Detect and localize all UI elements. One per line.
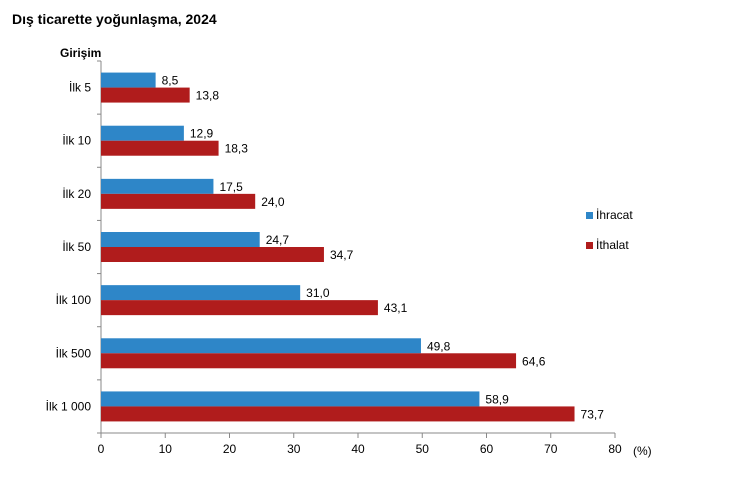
- legend-swatch: [586, 242, 593, 249]
- data-label: 34,7: [330, 248, 354, 262]
- data-label: 12,9: [190, 127, 214, 141]
- bar-ihracat: [101, 232, 260, 247]
- x-axis-unit: (%): [633, 444, 652, 458]
- y-category-label: İlk 500: [56, 346, 92, 360]
- bar-ithalat: [101, 140, 219, 156]
- x-tick-label: 30: [287, 442, 301, 456]
- data-label: 17,5: [219, 180, 243, 194]
- y-category-label: İlk 50: [62, 240, 91, 254]
- bar-ithalat: [101, 87, 190, 103]
- y-category-label: İlk 10: [62, 134, 91, 148]
- chart-title: Dış ticarette yoğunlaşma, 2024: [12, 11, 217, 27]
- bar-ihracat: [101, 125, 184, 141]
- bar-ihracat: [101, 178, 214, 194]
- data-label: 31,0: [306, 286, 330, 300]
- chart-bars: 8,5 13,8 12,9 18,3 17,5 24,0 24,7 34,7 31,0 43,1 4…: [101, 72, 605, 422]
- bar-ihracat: [101, 338, 421, 354]
- legend-label: İthalat: [596, 238, 629, 252]
- x-tick-label: 10: [159, 442, 173, 456]
- bar-ihracat: [101, 72, 156, 88]
- x-tick-label: 20: [223, 442, 237, 456]
- x-tick-label: 40: [351, 442, 365, 456]
- data-label: 73,7: [581, 407, 605, 421]
- data-label: 13,8: [196, 89, 220, 103]
- x-tick-label: 70: [544, 442, 558, 456]
- bar-ithalat: [101, 193, 256, 209]
- legend-swatch: [586, 212, 593, 219]
- data-label: 49,8: [427, 339, 451, 353]
- data-label: 24,7: [266, 233, 290, 247]
- legend-label: İhracat: [596, 208, 633, 222]
- data-label: 64,6: [522, 354, 546, 368]
- x-tick-label: 80: [608, 442, 622, 456]
- bar-ihracat: [101, 391, 480, 407]
- chart-axes: Girişim 0 10 20 30 40 50 60 70 80 (%) İlk 5 İlk 10 İl…: [46, 46, 652, 458]
- bar-ihracat: [101, 285, 301, 301]
- y-category-label: İlk 1 000: [46, 399, 92, 413]
- y-category-label: İlk 5: [69, 81, 91, 95]
- x-tick-label: 50: [416, 442, 430, 456]
- x-tick-label: 0: [98, 442, 105, 456]
- data-label: 43,1: [384, 301, 408, 315]
- data-label: 8,5: [162, 74, 179, 88]
- chart-legend: İhracat İthalat: [586, 208, 633, 252]
- bar-ithalat: [101, 406, 575, 422]
- bar-ithalat: [101, 353, 517, 369]
- data-label: 24,0: [261, 195, 285, 209]
- x-tick-label: 60: [480, 442, 494, 456]
- bar-ithalat: [101, 247, 324, 262]
- bar-ithalat: [101, 300, 378, 316]
- y-category-label: İlk 20: [62, 187, 91, 201]
- y-axis-title: Girişim: [60, 46, 101, 60]
- y-category-label: İlk 100: [56, 293, 92, 307]
- data-label: 58,9: [485, 392, 509, 406]
- data-label: 18,3: [225, 142, 249, 156]
